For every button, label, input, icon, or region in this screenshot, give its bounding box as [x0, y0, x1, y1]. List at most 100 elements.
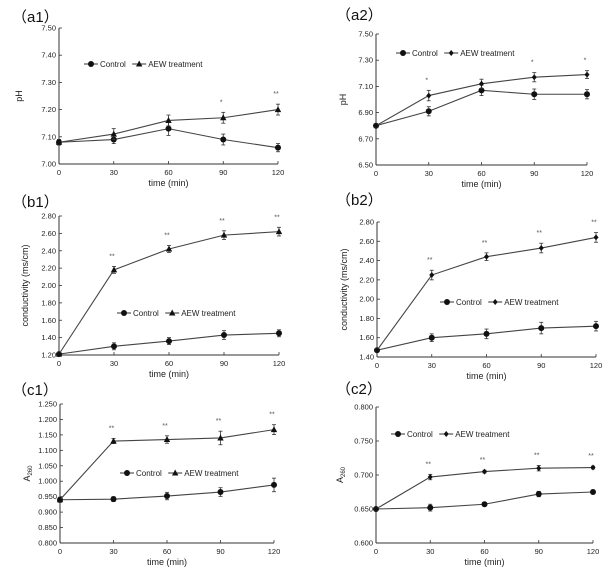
- y-tick-label: 2.00: [41, 281, 56, 290]
- y-tick-label: 2.40: [41, 246, 56, 255]
- legend-marker-aew: [172, 469, 179, 476]
- x-tick-label: 60: [165, 359, 173, 368]
- y-axis-title: conductivity (ms/cm): [339, 248, 349, 330]
- series-control: [374, 320, 599, 354]
- legend-label-aew: AEW treatment: [181, 309, 236, 318]
- data-point: [584, 71, 590, 78]
- x-tick-label: 120: [268, 547, 281, 556]
- x-tick-label: 0: [374, 169, 378, 178]
- y-tick-label: 2.80: [359, 218, 374, 227]
- x-tick-label: 0: [375, 361, 379, 370]
- y-tick-label: 2.80: [41, 212, 56, 221]
- data-point: [481, 501, 488, 508]
- y-tick-label: 0.600: [354, 539, 373, 548]
- data-point: [593, 234, 599, 241]
- data-point: [584, 91, 590, 98]
- x-tick-label: 60: [482, 361, 490, 370]
- y-axis-title-subscript: 260: [341, 466, 347, 477]
- legend-label-aew: AEW treatment: [504, 298, 559, 307]
- x-axis-title: time (min): [465, 557, 505, 567]
- y-tick-label: 2.00: [359, 295, 374, 304]
- data-point: [482, 468, 487, 475]
- panel-label: （b1）: [12, 194, 59, 211]
- x-tick-label: 30: [426, 547, 434, 556]
- legend: Control AEW treatment: [440, 298, 559, 307]
- data-point: [276, 330, 282, 337]
- data-point: [479, 80, 484, 87]
- legend-marker-aew: [136, 60, 143, 67]
- series-control: [57, 477, 277, 503]
- legend-marker-aew: [169, 309, 176, 316]
- x-tick-label: 0: [57, 359, 61, 368]
- y-tick-label: 7.30: [358, 56, 373, 65]
- data-point: [165, 125, 172, 132]
- data-point: [427, 504, 434, 511]
- legend: Control AEW treatment: [391, 430, 510, 439]
- data-point: [110, 266, 118, 273]
- series-aew-treatment: [56, 424, 278, 503]
- y-tick-label: 7.40: [41, 51, 56, 60]
- series-aew-treatment: [373, 70, 590, 129]
- x-tick-label: 90: [219, 168, 227, 177]
- x-tick-label: 30: [110, 359, 118, 368]
- panel-label: （b2）: [336, 192, 383, 209]
- panel-label: （c1）: [12, 382, 58, 399]
- y-axis-title: pH: [14, 90, 24, 102]
- legend-marker-control: [395, 431, 401, 437]
- x-tick-label: 30: [109, 547, 117, 556]
- y-tick-label: 2.60: [359, 237, 374, 246]
- series-control: [373, 489, 596, 512]
- y-tick-label: 7.30: [41, 78, 56, 87]
- significance-mark: **: [537, 230, 543, 237]
- significance-mark: **: [534, 452, 540, 459]
- series-aew-treatment: [55, 226, 283, 357]
- data-point: [166, 338, 172, 345]
- y-tick-label: 1.80: [359, 314, 374, 323]
- panel-c2: （c2） 0.600 0.650 0.700 0.750 0.800 0 30 60 90 120 t…: [335, 381, 599, 567]
- data-point: [478, 87, 485, 94]
- y-tick-label: 7.20: [41, 105, 56, 114]
- legend-label-control: Control: [133, 309, 159, 318]
- x-tick-label: 0: [57, 168, 61, 177]
- y-tick-label: 1.80: [41, 298, 56, 307]
- data-point: [220, 231, 228, 238]
- legend-label-aew: AEW treatment: [460, 49, 515, 58]
- y-tick-label: 7.00: [41, 160, 56, 169]
- legend-marker-control: [400, 50, 406, 56]
- data-point: [221, 332, 227, 339]
- data-point: [535, 491, 542, 498]
- data-point: [536, 465, 542, 472]
- series-aew-treatment: [373, 464, 596, 512]
- data-point: [110, 437, 117, 444]
- significance-mark: **: [588, 453, 594, 460]
- y-tick-label: 1.60: [41, 316, 56, 325]
- data-point: [590, 489, 596, 495]
- legend-marker-aew: [492, 299, 498, 305]
- data-point: [484, 253, 489, 260]
- x-tick-label: 60: [477, 169, 485, 178]
- y-tick-label: 1.050: [38, 461, 57, 470]
- data-point: [220, 136, 227, 143]
- x-tick-label: 120: [590, 361, 603, 370]
- data-point: [373, 122, 379, 129]
- significance-mark: **: [162, 423, 168, 430]
- data-point: [425, 108, 432, 115]
- legend-marker-aew: [448, 50, 454, 56]
- x-axis-title: time (min): [467, 371, 507, 381]
- x-tick-label: 90: [530, 169, 538, 178]
- data-point: [531, 91, 538, 98]
- data-point: [270, 426, 278, 433]
- significance-mark: **: [427, 257, 433, 264]
- x-tick-label: 90: [535, 547, 543, 556]
- data-point: [593, 323, 599, 330]
- y-tick-label: 0.800: [38, 539, 57, 548]
- y-tick-label: 6.90: [358, 108, 373, 117]
- data-point: [373, 506, 379, 512]
- panel-b2: （b2） 1.40 1.60 1.80 2.00 2.20 2.40 2.60 2.80 0 30 6…: [336, 192, 602, 381]
- significance-mark: *: [425, 77, 428, 84]
- y-axis-title: pH: [338, 94, 348, 106]
- x-tick-label: 120: [273, 359, 286, 368]
- significance-mark: *: [220, 99, 223, 106]
- y-tick-label: 1.000: [38, 477, 57, 486]
- y-tick-label: 7.10: [358, 82, 373, 91]
